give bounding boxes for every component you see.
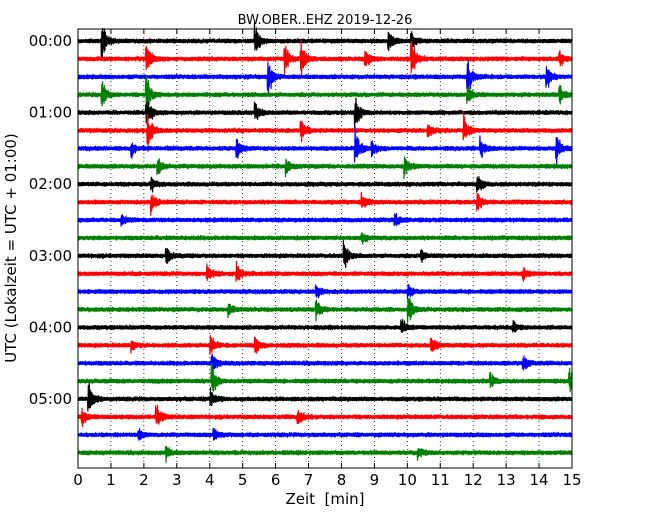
- x-tick-label: 2: [139, 471, 149, 489]
- trace-23: [77, 445, 573, 463]
- seismogram-traces: [77, 22, 573, 463]
- y-tick-label: 01:00: [29, 104, 72, 122]
- y-tick-label: 04:00: [29, 318, 72, 336]
- trace-19: [77, 363, 573, 393]
- trace-8: [77, 176, 573, 193]
- x-tick-label: 1: [106, 471, 116, 489]
- trace-12: [77, 240, 573, 269]
- x-tick-label: 9: [370, 471, 380, 489]
- trace-18: [77, 353, 573, 376]
- chart-title: BW.OBER..EHZ 2019-12-26: [238, 13, 413, 28]
- x-tick-label: 4: [205, 471, 215, 489]
- x-tick-label: 7: [304, 471, 314, 489]
- trace-4: [77, 97, 573, 129]
- x-axis-ticks: 0 1 2 3 4 5 6 7 8 9 10 11 12 13 14 15: [73, 29, 582, 489]
- trace-9: [77, 191, 573, 216]
- x-axis-label: Zeit [min]: [285, 490, 364, 508]
- trace-16: [77, 318, 573, 333]
- trace-13: [77, 260, 573, 282]
- trace-15: [77, 297, 573, 324]
- trace-10: [77, 212, 573, 227]
- x-tick-label: 8: [337, 471, 347, 489]
- trace-3: [77, 75, 573, 107]
- x-tick-label: 5: [238, 471, 248, 489]
- x-tick-label: 14: [530, 471, 549, 489]
- x-tick-label: 11: [431, 471, 450, 489]
- trace-14: [77, 284, 573, 301]
- trace-2: [77, 60, 573, 97]
- y-tick-label: 03:00: [29, 247, 72, 265]
- x-tick-label: 6: [271, 471, 281, 489]
- x-tick-label: 12: [464, 471, 483, 489]
- trace-22: [77, 427, 573, 441]
- x-tick-label: 15: [562, 471, 581, 489]
- x-tick-label: 3: [172, 471, 182, 489]
- x-tick-label: 13: [497, 471, 516, 489]
- y-tick-label: 02:00: [29, 175, 72, 193]
- y-axis-ticks: 00:00 01:00 02:00 03:00 04:00 05:00: [29, 32, 572, 408]
- y-tick-label: 00:00: [29, 32, 72, 50]
- trace-7: [77, 156, 573, 180]
- trace-21: [77, 404, 573, 428]
- trace-11: [77, 232, 573, 245]
- trace-5: [77, 111, 573, 152]
- trace-0: [77, 22, 573, 61]
- plot-frame: [77, 28, 573, 469]
- trace-17: [77, 334, 573, 356]
- x-tick-label: 0: [73, 471, 83, 489]
- y-axis-label: UTC (Lokalzeit = UTC + 01:00): [2, 133, 20, 363]
- trace-20: [77, 382, 573, 412]
- trace-6: [77, 126, 573, 167]
- x-tick-label: 10: [398, 471, 417, 489]
- trace-1: [77, 40, 573, 78]
- y-tick-label: 05:00: [29, 390, 72, 408]
